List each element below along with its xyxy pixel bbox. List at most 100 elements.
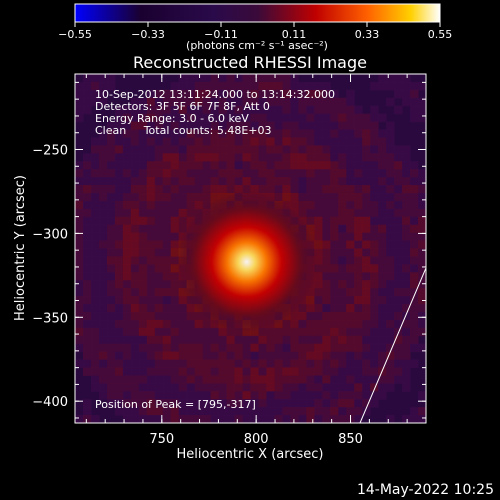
heatmap-cell <box>306 311 315 321</box>
heatmap-cell <box>170 304 180 313</box>
heatmap-cell <box>122 185 132 194</box>
heatmap-cell <box>250 177 259 186</box>
heatmap-cell <box>378 343 387 353</box>
heatmap-cell <box>290 97 299 107</box>
heatmap-cell <box>162 113 172 123</box>
heatmap-cell <box>82 185 92 194</box>
heatmap-cell <box>186 343 196 353</box>
heatmap-cell <box>338 415 347 423</box>
heatmap-cell <box>418 232 426 242</box>
heatmap-cell <box>218 177 228 186</box>
heatmap-cell <box>378 288 387 297</box>
heatmap-cell <box>154 367 164 376</box>
heatmap-cell <box>418 327 426 337</box>
heatmap-cell <box>386 280 395 289</box>
heatmap-cell <box>98 375 108 384</box>
heatmap-cell <box>106 232 116 242</box>
heatmap-cell <box>226 383 236 392</box>
heatmap-cell <box>130 232 140 242</box>
heatmap-cell <box>106 319 116 329</box>
heatmap-cell <box>378 248 387 257</box>
heatmap-cell <box>138 192 148 202</box>
heatmap-cell <box>154 121 164 131</box>
heatmap-cell <box>210 137 220 146</box>
heatmap-cell <box>266 177 275 186</box>
heatmap-cell <box>90 232 100 242</box>
heatmap-cell <box>114 288 124 297</box>
heatmap-cell <box>322 137 331 146</box>
heatmap-cell <box>210 129 220 138</box>
heatmap-cell <box>98 208 108 218</box>
heatmap-cell <box>146 192 156 202</box>
heatmap-cell <box>122 367 132 376</box>
heatmap-cell <box>75 89 84 99</box>
heatmap-cell <box>378 296 387 305</box>
heatmap-cell <box>186 185 196 194</box>
heatmap-cell <box>314 319 323 329</box>
heatmap-cell <box>298 304 307 313</box>
heatmap-cell <box>338 375 347 384</box>
heatmap-cell <box>154 296 164 305</box>
heatmap-cell <box>90 224 100 234</box>
heatmap-cell <box>258 375 267 384</box>
heatmap-cell <box>250 81 259 91</box>
heatmap-cell <box>226 391 236 400</box>
heatmap-cell <box>210 383 220 392</box>
heatmap-cell <box>282 161 291 170</box>
heatmap-cell <box>314 272 323 281</box>
heatmap-cell <box>274 161 283 170</box>
heatmap-cell <box>178 399 188 408</box>
heatmap-cell <box>82 200 92 210</box>
heatmap-cell <box>354 137 363 146</box>
heatmap-cell <box>98 280 108 289</box>
heatmap-cell <box>106 391 116 400</box>
heatmap-cell <box>178 375 188 384</box>
heatmap-cell <box>178 415 188 423</box>
heatmap-cell <box>146 177 156 186</box>
heatmap-cell <box>106 351 116 361</box>
heatmap-cell <box>410 89 419 99</box>
heatmap-cell <box>330 256 339 265</box>
heatmap-cell <box>378 200 387 210</box>
heatmap-cell <box>258 391 267 400</box>
heatmap-cell <box>154 256 164 265</box>
heatmap-cell <box>170 383 180 392</box>
heatmap-cell <box>282 81 291 91</box>
heatmap-cell <box>138 327 148 337</box>
heatmap-cell <box>234 97 244 107</box>
heatmap-cell <box>130 288 140 297</box>
heatmap-cell <box>402 74 411 83</box>
heatmap-cell <box>402 89 411 99</box>
heatmap-cell <box>338 169 347 178</box>
heatmap-cell <box>162 129 172 138</box>
heatmap-cell <box>370 177 379 186</box>
heatmap-cell <box>402 375 411 384</box>
heatmap-cell <box>378 192 387 202</box>
heatmap-cell <box>90 351 100 361</box>
heatmap-cell <box>114 304 124 313</box>
heatmap-cell <box>178 192 188 202</box>
heatmap-cell <box>418 256 426 265</box>
heatmap-cell <box>82 248 92 257</box>
heatmap-cell <box>162 192 172 202</box>
heatmap-cell <box>226 81 236 91</box>
heatmap-cell <box>194 311 204 321</box>
heatmap-cell <box>114 383 124 392</box>
heatmap-cell <box>122 177 132 186</box>
heatmap-cell <box>122 153 132 162</box>
heatmap-cell <box>314 240 323 249</box>
heatmap-cell <box>82 169 92 178</box>
heatmap-cell <box>410 177 419 186</box>
heatmap-cell <box>202 407 212 416</box>
heatmap-cell <box>186 359 196 368</box>
heatmap-cell <box>90 216 100 226</box>
heatmap-cell <box>186 319 196 329</box>
heatmap-cell <box>138 296 148 305</box>
heatmap-cell <box>90 280 100 289</box>
heatmap-cell <box>378 74 387 83</box>
heatmap-cell <box>82 216 92 226</box>
heatmap-cell <box>386 97 395 107</box>
heatmap-cell <box>122 296 132 305</box>
heatmap-cell <box>290 121 299 131</box>
heatmap-cell <box>322 97 331 107</box>
